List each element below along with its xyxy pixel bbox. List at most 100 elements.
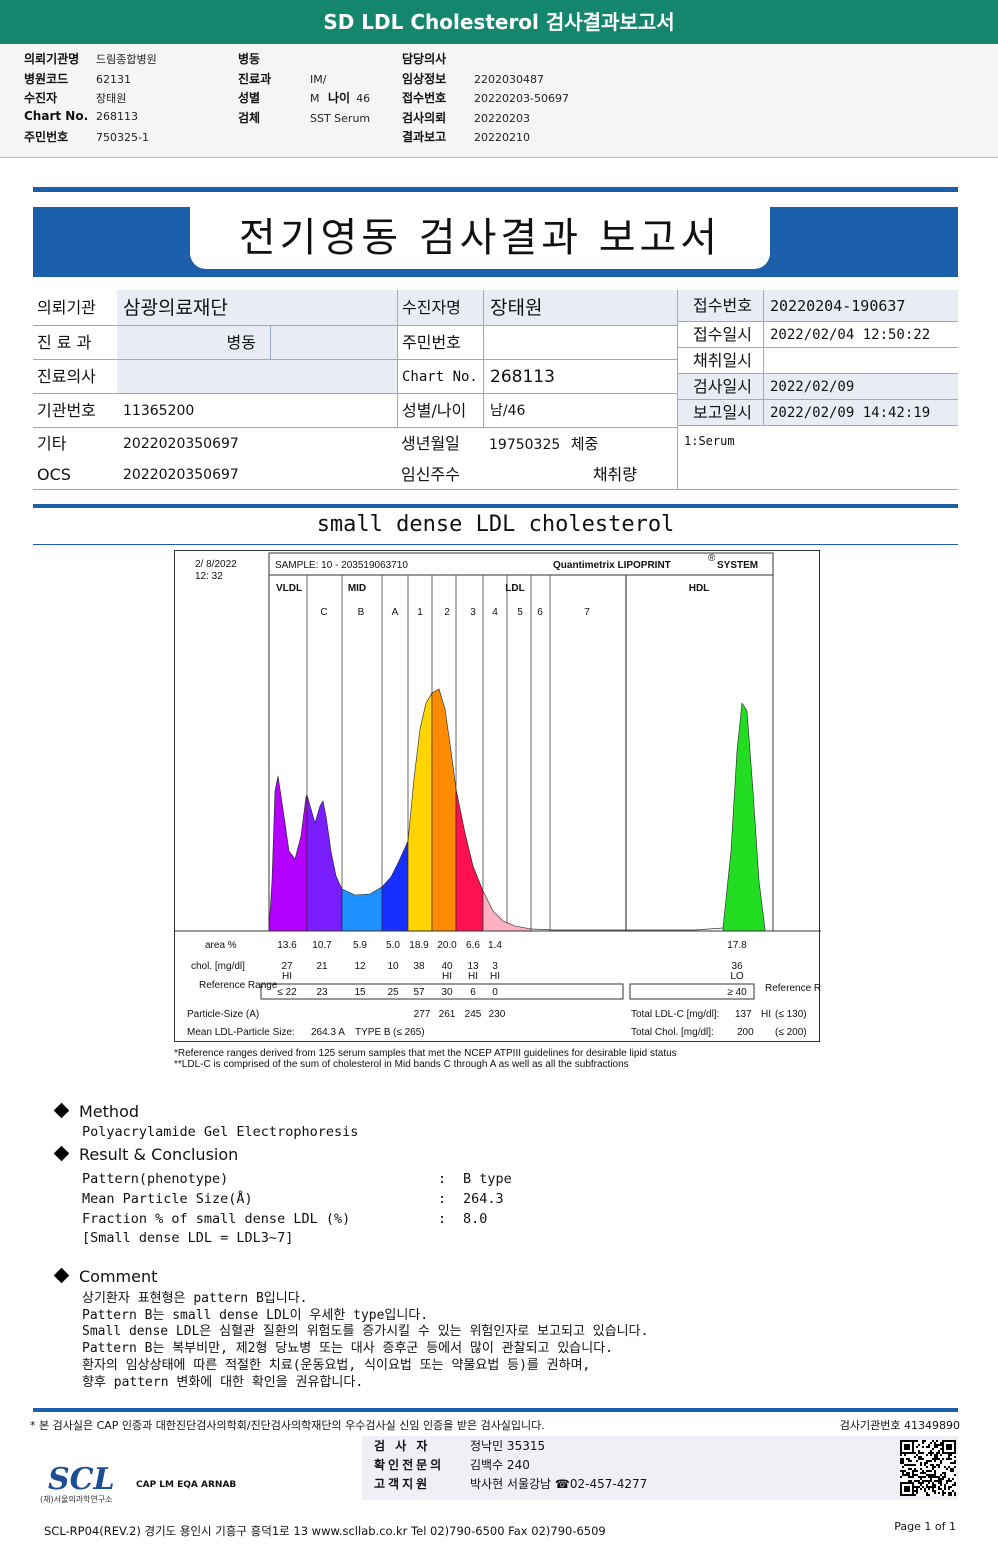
ref-value: ≥ 40: [727, 987, 747, 998]
method-text: Polyacrylamide Gel Electrophoresis: [82, 1124, 359, 1140]
order-info-right-field: 검사의뢰 20220203: [402, 109, 530, 126]
birth-value: 19750325: [489, 437, 561, 453]
page-number: Page 1 of 1: [894, 1520, 956, 1533]
header-rule: [33, 187, 958, 192]
ocs-value: 2022020350697: [117, 460, 397, 490]
collect-label: 채취일시: [677, 348, 763, 374]
recdate-value: 2022/02/04 12:50:22: [763, 322, 958, 348]
chart-section-title: small dense LDL cholesterol: [316, 512, 675, 537]
chol-value: 21: [316, 961, 328, 972]
birth-field: 19750325 체중: [483, 428, 677, 460]
dept-extra: [271, 326, 397, 360]
ldl3-peak: [455, 788, 484, 932]
chol-value: 13: [467, 961, 479, 972]
staff-role: 검 사 자: [374, 1439, 431, 1453]
collect-value: [763, 348, 958, 374]
order-info-mid-value: IM/: [310, 72, 327, 86]
comment-line: Pattern B는 small dense LDL이 우세한 type입니다.: [82, 1307, 429, 1323]
particle-size-value: 230: [489, 1009, 506, 1020]
reportdate-value: 2022/02/09 14:42:19: [763, 400, 958, 426]
reportdate-label: 보고일시: [677, 400, 763, 426]
area-value: 1.4: [488, 940, 502, 951]
order-info-mid-field: 검체 SST Serum: [238, 109, 370, 126]
staff-name: 박사현 서울강남 ☎02-457-4277: [470, 1477, 648, 1491]
row-label-area: area %: [205, 940, 237, 951]
result-row-label: Pattern(phenotype): [82, 1171, 229, 1187]
section-title-underline: [33, 544, 958, 545]
staff-line: 검 사 자 정낙민 35315: [374, 1437, 545, 1454]
comment-line: 상기환자 표현형은 pattern B입니다.: [82, 1291, 308, 1306]
row-label-ref: Reference Range: [199, 980, 278, 991]
order-info-mid-field: 병동: [238, 50, 310, 67]
ref-value: 15: [354, 987, 366, 998]
result-row-value: 8.0: [463, 1211, 488, 1227]
result-row-label: Fraction % of small dense LDL (%): [82, 1211, 351, 1227]
certification-note: * 본 검사실은 CAP 인증과 대한진단검사의학회/진단검사의학재단의 우수검…: [30, 1419, 545, 1432]
result-note: [Small dense LDL = LDL3~7]: [82, 1230, 294, 1246]
order-info-left-value: 268113: [96, 109, 138, 123]
report-banner-title: SD LDL Cholesterol 검사결과보고서: [0, 0, 998, 44]
chol-value: 27: [281, 961, 293, 972]
etc-label: 기타: [33, 428, 117, 460]
chart-brand: Quantimetrix LIPOPRINT: [553, 560, 671, 571]
area-value: 6.6: [466, 940, 480, 951]
mid-a-peak: [381, 840, 409, 932]
testdate-value: 2022/02/09: [763, 374, 958, 400]
row-label-chol: chol. [mg/dl]: [191, 961, 245, 972]
row-label-particle: Particle-Size (A): [187, 1009, 259, 1020]
particle-size-value: 277: [414, 1009, 431, 1020]
order-info-left-label: 병원코드: [24, 71, 69, 86]
particle-size-value: 245: [465, 1009, 482, 1020]
flag-hi: HI: [442, 971, 452, 982]
ref-value: 30: [441, 987, 453, 998]
chol-value: 36: [731, 961, 743, 972]
order-info-right-value: 20220203: [474, 111, 530, 125]
chart-time: 12: 32: [195, 571, 223, 582]
order-info-left-field: 병원코드 62131: [24, 70, 131, 87]
result-row-colon: :: [438, 1191, 447, 1207]
order-info-right-field: 결과보고 20220210: [402, 128, 530, 145]
comment-line: 향후 pattern 변화에 대한 확인을 권유합니다.: [82, 1374, 364, 1390]
order-info-mid-label: 성별: [238, 91, 261, 105]
row-label-mean: Mean LDL-Particle Size:: [187, 1027, 295, 1038]
flag-hi: HI: [468, 971, 478, 982]
staff-role: 확인전문의: [374, 1458, 445, 1472]
ldl2-peak: [431, 688, 457, 932]
group-label-mid: MID: [348, 583, 366, 594]
order-info-right-field: 임상정보 2202030487: [402, 70, 544, 87]
ref-box-hdl: [629, 983, 755, 1000]
chol-value: 40: [441, 961, 453, 972]
recno-value: 20220204-190637: [763, 290, 958, 322]
order-info-mid-value: M: [310, 92, 320, 105]
dept-value: 병동: [117, 326, 271, 360]
order-info-left-value: 드림종합병원: [96, 53, 157, 66]
scl-logo-subtitle: (재)서울의과학연구소: [40, 1495, 113, 1504]
total-chol-label: Total Chol. [mg/dl]:: [631, 1027, 714, 1038]
doctor-label: 진료의사: [33, 360, 117, 394]
order-info-right-label: 결과보고: [402, 130, 447, 144]
doctor-value: [117, 360, 397, 394]
diamond-bullet-icon: [53, 1102, 70, 1119]
chart-footnotes: *Reference ranges derived from 125 serum…: [174, 1048, 677, 1070]
birth-label: 생년월일: [397, 428, 483, 460]
patient-value: 장태원: [483, 290, 677, 326]
order-info-left-value: 750325-1: [96, 131, 149, 144]
ref-value: 57: [413, 987, 425, 998]
chol-value: 38: [413, 961, 425, 972]
order-info-left-value: 장태원: [96, 92, 127, 105]
particle-size-value: 261: [439, 1009, 456, 1020]
band-label: C: [320, 607, 327, 618]
inspection-institution-code: 검사기관번호 41349890: [839, 1419, 960, 1432]
order-info-mid-label: 진료과: [238, 71, 272, 86]
band-label: 6: [537, 607, 543, 618]
plot-frame: [268, 574, 774, 932]
result-row-colon: :: [438, 1211, 447, 1227]
staff-role: 고객지원: [374, 1477, 431, 1491]
order-info-mid-label: 병동: [238, 52, 261, 66]
chart-brand-mark: ®: [708, 553, 716, 564]
comment-line: Small dense LDL은 심혈관 질환의 위험도를 증가시킬 수 있는 …: [82, 1324, 649, 1340]
vldl-peak: [268, 775, 308, 932]
sex-age-label: 성별/나이: [397, 394, 483, 428]
order-info-left-field: 수진자 장태원: [24, 89, 126, 106]
order-info-left-value: 62131: [96, 72, 131, 86]
